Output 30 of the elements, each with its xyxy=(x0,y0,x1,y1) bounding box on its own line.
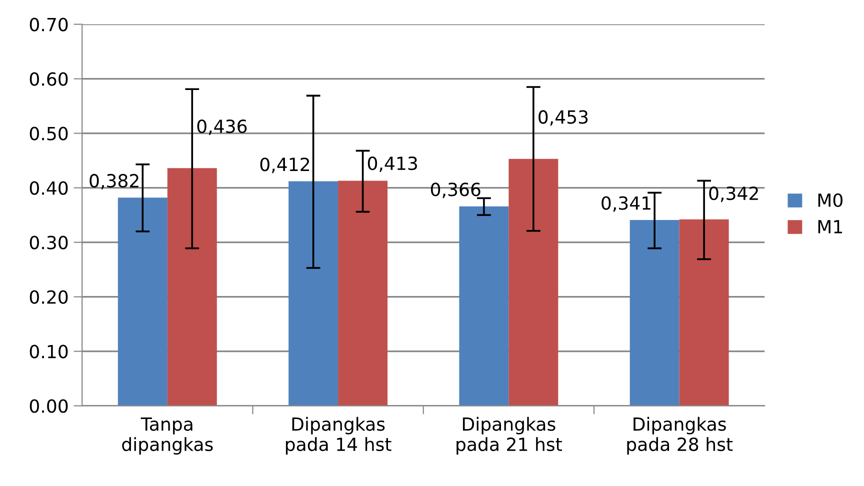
data-label: 0,366 xyxy=(430,182,480,198)
legend-label: M1 xyxy=(818,220,842,234)
data-label: 0,382 xyxy=(90,174,138,190)
legend-label: M0 xyxy=(818,193,842,208)
y-tick-label: 0.10 xyxy=(30,344,68,358)
y-tick-label: 0.20 xyxy=(30,290,68,304)
bar xyxy=(338,180,388,406)
bar xyxy=(508,158,558,406)
data-label: 0,342 xyxy=(709,186,758,202)
bar xyxy=(679,219,729,406)
bar xyxy=(459,206,509,406)
y-tick-label: 0.50 xyxy=(30,126,68,140)
data-label: 0,436 xyxy=(197,119,247,135)
x-tick-label: Dipangkas pada 14 hst xyxy=(286,416,392,455)
bar xyxy=(630,220,680,406)
y-tick-label: 0.60 xyxy=(30,72,68,86)
data-label: 0,413 xyxy=(368,156,417,172)
y-tick-label: 0.70 xyxy=(30,18,68,32)
x-tick-label: Dipangkas pada 21 hst xyxy=(456,416,562,455)
x-tick-label: Tanpa dipangkas xyxy=(122,417,213,455)
data-label: 0,412 xyxy=(260,158,310,174)
y-tick-label: 0.40 xyxy=(30,181,68,195)
bar xyxy=(118,198,168,406)
y-tick-label: 0.00 xyxy=(30,399,68,413)
data-label: 0,453 xyxy=(538,110,588,126)
data-label: 0,341 xyxy=(602,196,650,212)
y-tick-label: 0.30 xyxy=(30,236,68,250)
x-tick-label: Dipangkas pada 28 hst xyxy=(627,416,733,455)
bar xyxy=(167,168,217,406)
bar xyxy=(288,181,338,406)
